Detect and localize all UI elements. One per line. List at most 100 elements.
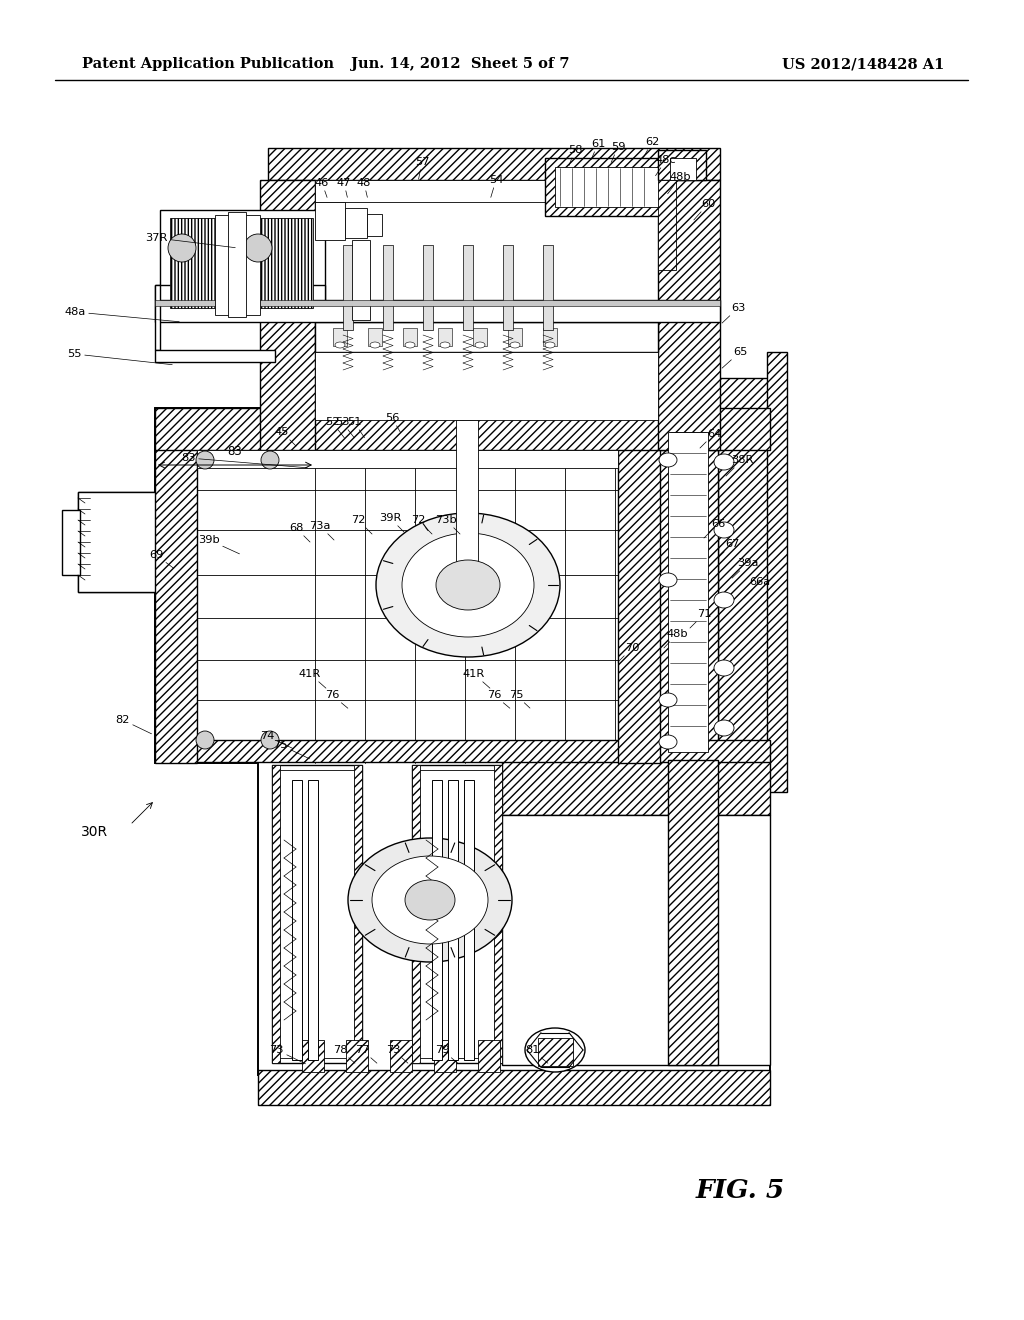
Ellipse shape xyxy=(659,735,677,748)
Text: 56: 56 xyxy=(385,413,400,433)
Text: 48b: 48b xyxy=(668,172,691,194)
Text: 79: 79 xyxy=(435,1045,458,1063)
Bar xyxy=(503,246,513,330)
Ellipse shape xyxy=(406,342,415,348)
Ellipse shape xyxy=(659,573,677,587)
Ellipse shape xyxy=(372,855,488,944)
Bar xyxy=(160,210,325,315)
Text: 69: 69 xyxy=(148,550,174,569)
Text: 48a: 48a xyxy=(65,308,179,322)
Bar xyxy=(258,218,313,308)
Ellipse shape xyxy=(510,342,520,348)
Bar xyxy=(354,766,362,1063)
Bar xyxy=(268,148,720,180)
Ellipse shape xyxy=(335,342,345,348)
Text: 30R: 30R xyxy=(81,825,108,840)
Ellipse shape xyxy=(714,591,734,609)
Bar xyxy=(155,300,720,322)
Bar xyxy=(383,246,393,330)
Bar xyxy=(543,246,553,330)
Bar xyxy=(292,780,302,1060)
Text: 62: 62 xyxy=(643,137,659,157)
Ellipse shape xyxy=(370,342,380,348)
Text: 38R: 38R xyxy=(726,455,754,477)
Bar xyxy=(258,1071,770,1105)
Text: Jun. 14, 2012  Sheet 5 of 7: Jun. 14, 2012 Sheet 5 of 7 xyxy=(351,57,569,71)
Bar xyxy=(412,766,420,1063)
Bar xyxy=(423,246,433,330)
Bar xyxy=(545,158,670,216)
Bar xyxy=(308,780,318,1060)
Text: 73a: 73a xyxy=(309,521,334,540)
Bar xyxy=(494,766,502,1063)
Text: 65: 65 xyxy=(722,347,748,368)
Text: 67: 67 xyxy=(718,539,739,558)
Ellipse shape xyxy=(196,451,214,469)
Bar xyxy=(346,1040,368,1072)
Text: 45: 45 xyxy=(274,426,296,446)
Bar xyxy=(345,209,367,238)
Ellipse shape xyxy=(545,342,555,348)
Text: 72: 72 xyxy=(351,515,372,535)
Bar xyxy=(368,327,382,346)
Bar xyxy=(333,327,347,346)
Ellipse shape xyxy=(168,234,196,261)
Bar xyxy=(272,766,280,1063)
Bar xyxy=(315,352,658,420)
Text: 54: 54 xyxy=(488,176,503,198)
Bar xyxy=(155,408,197,763)
Bar xyxy=(228,213,246,317)
Bar xyxy=(155,741,770,762)
Bar xyxy=(315,180,658,202)
Bar xyxy=(618,408,660,763)
Bar xyxy=(155,300,720,306)
Ellipse shape xyxy=(348,838,512,962)
Bar xyxy=(367,214,382,236)
Bar xyxy=(272,766,362,1063)
Ellipse shape xyxy=(440,342,450,348)
Bar xyxy=(62,510,80,576)
Ellipse shape xyxy=(244,234,272,261)
Text: 64: 64 xyxy=(700,429,721,447)
Bar xyxy=(502,814,770,1065)
Bar xyxy=(170,218,250,308)
Text: 53: 53 xyxy=(335,417,354,438)
Bar xyxy=(78,492,158,591)
Text: 47: 47 xyxy=(337,178,351,197)
Bar xyxy=(658,180,720,450)
Text: 57: 57 xyxy=(415,157,429,180)
Ellipse shape xyxy=(659,693,677,708)
Bar xyxy=(543,327,557,346)
Bar xyxy=(449,780,458,1060)
Text: 71: 71 xyxy=(690,609,712,628)
Text: 59: 59 xyxy=(610,143,626,162)
Bar xyxy=(155,285,160,350)
Text: 61: 61 xyxy=(591,139,605,160)
Bar xyxy=(432,780,442,1060)
Bar xyxy=(155,408,767,763)
Bar xyxy=(464,780,474,1060)
Ellipse shape xyxy=(714,719,734,737)
Text: Patent Application Publication: Patent Application Publication xyxy=(82,57,334,71)
Text: 83: 83 xyxy=(181,453,307,467)
Bar xyxy=(155,408,770,450)
Text: 46: 46 xyxy=(314,178,329,198)
Bar xyxy=(473,327,487,346)
Text: 63: 63 xyxy=(722,304,745,323)
Bar xyxy=(278,770,356,1059)
Text: 77: 77 xyxy=(354,1045,377,1063)
Text: 37R: 37R xyxy=(145,234,236,248)
Bar xyxy=(658,180,676,271)
Text: 41R: 41R xyxy=(463,669,489,688)
Text: 51: 51 xyxy=(347,417,365,438)
Text: 75: 75 xyxy=(273,741,309,759)
Bar xyxy=(315,202,345,240)
Text: 48c: 48c xyxy=(655,154,676,176)
Bar xyxy=(434,1040,456,1072)
Text: 39R: 39R xyxy=(379,513,404,532)
Ellipse shape xyxy=(525,1028,585,1072)
Ellipse shape xyxy=(659,453,677,467)
Bar xyxy=(155,350,275,362)
Bar xyxy=(390,1040,412,1072)
Bar xyxy=(258,760,770,1074)
